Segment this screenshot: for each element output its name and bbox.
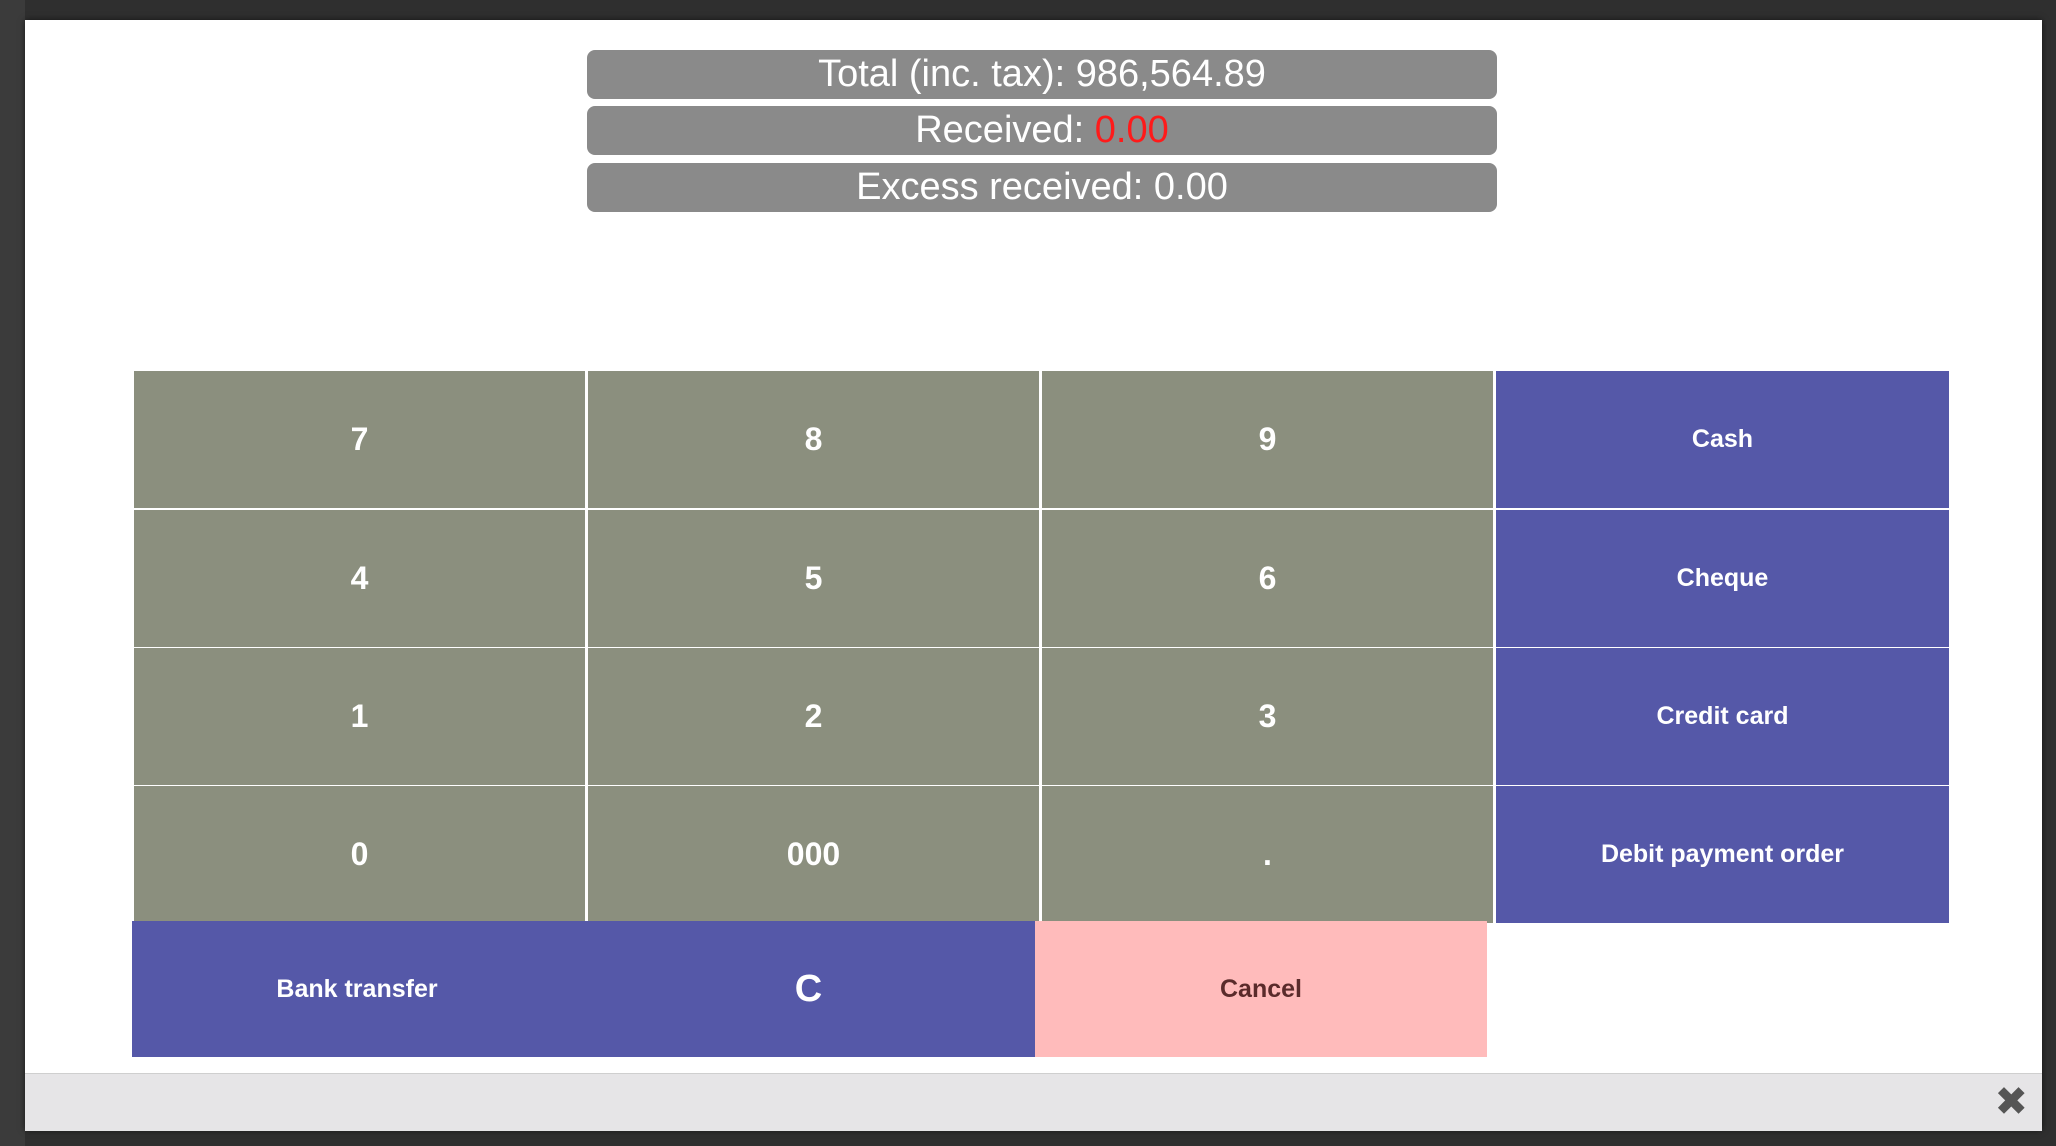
bank-transfer-clear-group: Bank transfer C bbox=[132, 921, 1035, 1057]
excess-label: Excess received: bbox=[856, 166, 1154, 208]
cheque-button[interactable]: Cheque bbox=[1496, 510, 1949, 647]
payment-dialog: Total (inc. tax): 986,564.89 Received: 0… bbox=[25, 20, 2042, 1131]
key-0[interactable]: 0 bbox=[134, 786, 585, 923]
left-edge bbox=[0, 0, 25, 1146]
total-value: 986,564.89 bbox=[1075, 53, 1266, 95]
key-2[interactable]: 2 bbox=[588, 648, 1039, 785]
key-000[interactable]: 000 bbox=[588, 786, 1039, 923]
total-summary: Total (inc. tax): 986,564.89 bbox=[587, 50, 1497, 99]
dialog-footer: ✖ bbox=[25, 1073, 2042, 1131]
received-label: Received: bbox=[915, 109, 1095, 151]
cancel-button[interactable]: Cancel bbox=[1035, 921, 1487, 1057]
excess-summary: Excess received: 0.00 bbox=[587, 163, 1497, 212]
total-label: Total (inc. tax): bbox=[818, 53, 1076, 95]
key-5[interactable]: 5 bbox=[588, 510, 1039, 647]
cash-button[interactable]: Cash bbox=[1496, 371, 1949, 508]
clear-button[interactable]: C bbox=[794, 967, 823, 1010]
key-8[interactable]: 8 bbox=[588, 371, 1039, 508]
close-icon[interactable]: ✖ bbox=[1994, 1080, 2028, 1124]
received-value: 0.00 bbox=[1094, 109, 1169, 151]
key-7[interactable]: 7 bbox=[134, 371, 585, 508]
key-3[interactable]: 3 bbox=[1042, 648, 1493, 785]
bank-transfer-button[interactable]: Bank transfer bbox=[276, 974, 438, 1003]
credit-card-button[interactable]: Credit card bbox=[1496, 648, 1949, 785]
key-1[interactable]: 1 bbox=[134, 648, 585, 785]
key-decimal[interactable]: . bbox=[1042, 786, 1493, 923]
key-4[interactable]: 4 bbox=[134, 510, 585, 647]
key-9[interactable]: 9 bbox=[1042, 371, 1493, 508]
debit-payment-order-button[interactable]: Debit payment order bbox=[1496, 786, 1949, 923]
key-6[interactable]: 6 bbox=[1042, 510, 1493, 647]
received-summary: Received: 0.00 bbox=[587, 106, 1497, 155]
excess-value: 0.00 bbox=[1153, 166, 1228, 208]
